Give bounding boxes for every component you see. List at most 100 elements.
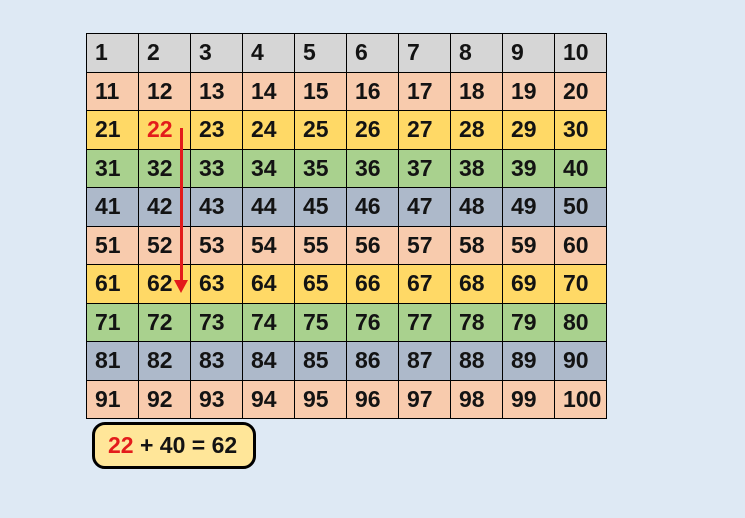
grid-cell-33: 33	[190, 148, 243, 188]
grid-cell-76: 76	[346, 302, 399, 342]
grid-row: 21 22 23 24 25 26 27 28 29 30	[86, 110, 607, 150]
grid-row: 1 2 3 4 5 6 7 8 9 10	[86, 33, 607, 73]
grid-cell-30: 30	[554, 110, 607, 150]
grid-cell-34: 34	[242, 148, 295, 188]
grid-cell-75: 75	[294, 302, 347, 342]
grid-cell-57: 57	[398, 225, 451, 265]
grid-cell-51: 51	[86, 225, 139, 265]
grid-cell-56: 56	[346, 225, 399, 265]
grid-cell-73: 73	[190, 302, 243, 342]
grid-cell-99: 99	[502, 379, 555, 419]
grid-cell-58: 58	[450, 225, 503, 265]
grid-cell-93: 93	[190, 379, 243, 419]
grid-cell-20: 20	[554, 71, 607, 111]
grid-cell-94: 94	[242, 379, 295, 419]
grid-row: 41 42 43 44 45 46 47 48 49 50	[86, 187, 607, 227]
grid-cell-4: 4	[242, 33, 295, 73]
grid-cell-9: 9	[502, 33, 555, 73]
grid-cell-61: 61	[86, 264, 139, 304]
grid-cell-27: 27	[398, 110, 451, 150]
grid-cell-87: 87	[398, 341, 451, 381]
grid-cell-47: 47	[398, 187, 451, 227]
grid-cell-67: 67	[398, 264, 451, 304]
hundreds-chart-table: 1 2 3 4 5 6 7 8 9 10 11 12 13 14 15 16 17 18 19 20 21 22 23 24 2…	[86, 33, 607, 419]
grid-cell-85: 85	[294, 341, 347, 381]
grid-cell-6: 6	[346, 33, 399, 73]
grid-cell-55: 55	[294, 225, 347, 265]
grid-cell-38: 38	[450, 148, 503, 188]
grid-cell-66: 66	[346, 264, 399, 304]
grid-cell-86: 86	[346, 341, 399, 381]
equation-rest: + 40 = 62	[133, 432, 238, 458]
grid-row: 91 92 93 94 95 96 97 98 99 100	[86, 379, 607, 419]
grid-cell-46: 46	[346, 187, 399, 227]
grid-cell-39: 39	[502, 148, 555, 188]
grid-cell-90: 90	[554, 341, 607, 381]
grid-cell-81: 81	[86, 341, 139, 381]
grid-cell-88: 88	[450, 341, 503, 381]
grid-cell-89: 89	[502, 341, 555, 381]
grid-cell-1: 1	[86, 33, 139, 73]
grid-cell-91: 91	[86, 379, 139, 419]
grid-cell-69: 69	[502, 264, 555, 304]
grid-cell-80: 80	[554, 302, 607, 342]
grid-cell-71: 71	[86, 302, 139, 342]
grid-cell-40: 40	[554, 148, 607, 188]
grid-cell-15: 15	[294, 71, 347, 111]
grid-cell-82: 82	[138, 341, 191, 381]
grid-cell-7: 7	[398, 33, 451, 73]
grid-row: 51 52 53 54 55 56 57 58 59 60	[86, 225, 607, 265]
grid-cell-10: 10	[554, 33, 607, 73]
grid-cell-79: 79	[502, 302, 555, 342]
grid-cell-92: 92	[138, 379, 191, 419]
hundreds-chart-body: 1 2 3 4 5 6 7 8 9 10 11 12 13 14 15 16 17 18 19 20 21 22 23 24 2…	[86, 33, 607, 419]
grid-cell-8: 8	[450, 33, 503, 73]
grid-cell-17: 17	[398, 71, 451, 111]
grid-cell-5: 5	[294, 33, 347, 73]
grid-cell-43: 43	[190, 187, 243, 227]
grid-cell-3: 3	[190, 33, 243, 73]
grid-cell-78: 78	[450, 302, 503, 342]
grid-cell-100: 100	[554, 379, 607, 419]
grid-cell-26: 26	[346, 110, 399, 150]
grid-cell-24: 24	[242, 110, 295, 150]
grid-cell-18: 18	[450, 71, 503, 111]
grid-cell-28: 28	[450, 110, 503, 150]
grid-cell-64: 64	[242, 264, 295, 304]
grid-row: 61 62 63 64 65 66 67 68 69 70	[86, 264, 607, 304]
grid-row: 81 82 83 84 85 86 87 88 89 90	[86, 341, 607, 381]
jump-arrow-line	[180, 128, 183, 280]
grid-cell-68: 68	[450, 264, 503, 304]
grid-cell-41: 41	[86, 187, 139, 227]
grid-cell-45: 45	[294, 187, 347, 227]
grid-cell-2: 2	[138, 33, 191, 73]
grid-cell-13: 13	[190, 71, 243, 111]
grid-cell-35: 35	[294, 148, 347, 188]
grid-row: 31 32 33 34 35 36 37 38 39 40	[86, 148, 607, 188]
grid-cell-83: 83	[190, 341, 243, 381]
grid-cell-19: 19	[502, 71, 555, 111]
grid-cell-95: 95	[294, 379, 347, 419]
grid-cell-97: 97	[398, 379, 451, 419]
grid-cell-50: 50	[554, 187, 607, 227]
grid-cell-84: 84	[242, 341, 295, 381]
grid-cell-60: 60	[554, 225, 607, 265]
grid-row: 11 12 13 14 15 16 17 18 19 20	[86, 71, 607, 111]
grid-cell-21: 21	[86, 110, 139, 150]
grid-cell-59: 59	[502, 225, 555, 265]
grid-cell-25: 25	[294, 110, 347, 150]
grid-cell-11: 11	[86, 71, 139, 111]
grid-cell-14: 14	[242, 71, 295, 111]
grid-cell-53: 53	[190, 225, 243, 265]
grid-cell-49: 49	[502, 187, 555, 227]
grid-cell-23: 23	[190, 110, 243, 150]
grid-cell-36: 36	[346, 148, 399, 188]
grid-cell-63: 63	[190, 264, 243, 304]
grid-cell-96: 96	[346, 379, 399, 419]
grid-cell-72: 72	[138, 302, 191, 342]
grid-row: 71 72 73 74 75 76 77 78 79 80	[86, 302, 607, 342]
grid-cell-77: 77	[398, 302, 451, 342]
grid-cell-29: 29	[502, 110, 555, 150]
grid-cell-98: 98	[450, 379, 503, 419]
grid-cell-16: 16	[346, 71, 399, 111]
